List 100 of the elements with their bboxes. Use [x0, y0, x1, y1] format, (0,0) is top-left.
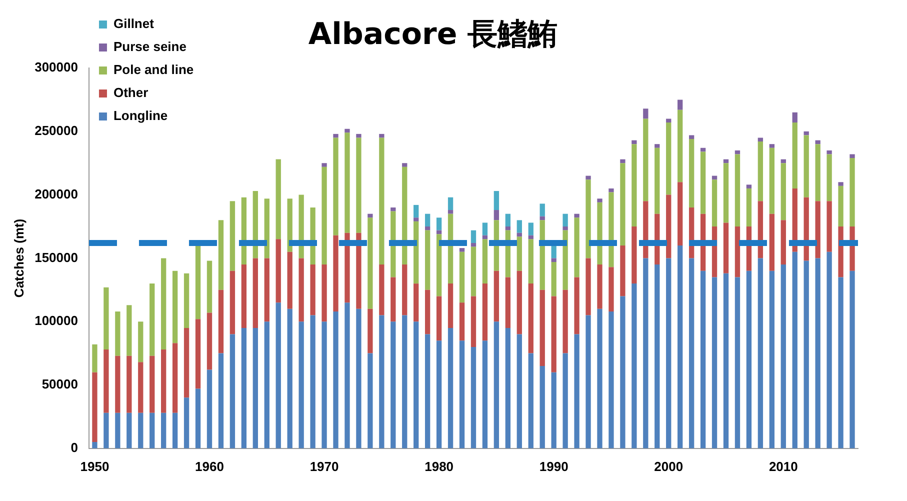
bar — [688, 258, 694, 448]
bar — [678, 100, 683, 110]
bar — [815, 144, 820, 202]
bar — [436, 234, 442, 296]
bar — [688, 135, 694, 140]
bar — [850, 154, 855, 158]
bar — [356, 138, 362, 233]
bar — [620, 159, 626, 164]
bar — [276, 239, 281, 303]
bar — [172, 270, 178, 344]
bar — [276, 302, 281, 448]
bar — [310, 264, 316, 316]
bar — [826, 150, 832, 154]
bar — [470, 230, 476, 243]
bar — [390, 207, 396, 212]
bar — [276, 159, 281, 240]
bar — [723, 273, 729, 448]
bar — [287, 198, 292, 252]
bar — [402, 315, 408, 448]
y-tick-label: 0 — [70, 440, 78, 455]
bar — [540, 204, 545, 216]
bar — [608, 311, 614, 448]
bar — [850, 158, 855, 226]
x-tick-label: 1960 — [195, 458, 224, 474]
bar — [459, 340, 465, 448]
bar — [459, 252, 465, 303]
bar — [528, 284, 534, 354]
bar — [287, 252, 292, 309]
bar — [470, 246, 476, 296]
bar — [252, 328, 258, 448]
bar — [574, 214, 580, 218]
bar — [838, 277, 844, 448]
bar — [792, 252, 798, 448]
bar — [632, 140, 637, 144]
bar — [459, 302, 465, 341]
bar — [356, 134, 362, 138]
x-tick-label: 1990 — [539, 458, 568, 474]
bar — [414, 204, 419, 218]
bar — [562, 230, 568, 290]
bar — [678, 110, 683, 182]
bar — [586, 315, 591, 448]
bar — [540, 366, 545, 448]
bar — [494, 270, 500, 322]
bar — [322, 166, 327, 265]
bar — [494, 322, 500, 448]
bar — [734, 226, 740, 278]
bar — [448, 328, 454, 448]
bar — [241, 328, 247, 448]
bar — [815, 258, 820, 448]
bar — [414, 284, 419, 322]
legend-label: Purse seine — [113, 39, 186, 54]
bar — [632, 284, 637, 448]
bar — [92, 372, 98, 442]
bar — [436, 340, 442, 448]
bar — [424, 214, 430, 226]
legend-label: Other — [113, 85, 148, 100]
bar — [379, 264, 384, 316]
bar — [344, 132, 350, 233]
bar — [379, 315, 384, 448]
bar — [620, 163, 626, 246]
bar — [104, 287, 109, 350]
bar — [551, 372, 556, 448]
bar — [516, 270, 522, 334]
bar — [368, 308, 373, 354]
bar — [654, 148, 660, 214]
bar — [597, 264, 602, 309]
y-tick-label: 100000 — [34, 313, 78, 328]
bar — [516, 236, 522, 271]
bar — [195, 388, 201, 448]
bar — [138, 412, 144, 448]
bar — [206, 260, 212, 313]
bar — [678, 182, 683, 246]
bar — [448, 284, 454, 328]
bar — [700, 152, 706, 214]
bar — [758, 258, 764, 448]
bar — [448, 210, 454, 214]
bar — [344, 232, 350, 303]
x-tick-label: 1970 — [310, 458, 339, 474]
bar — [482, 284, 488, 341]
bar — [551, 258, 556, 262]
bar — [414, 218, 419, 222]
bar — [746, 184, 752, 188]
bar — [402, 163, 408, 167]
bar — [241, 264, 247, 328]
bar — [516, 220, 522, 233]
bar — [758, 142, 764, 202]
bar — [344, 128, 350, 133]
bar — [574, 334, 580, 448]
bar — [838, 182, 844, 186]
bar — [804, 260, 809, 448]
bar — [574, 218, 580, 278]
bar — [230, 201, 236, 271]
bar — [780, 163, 786, 220]
bar — [734, 154, 740, 226]
bar — [551, 262, 556, 296]
bar — [540, 290, 545, 366]
bar — [115, 412, 120, 448]
bar — [264, 198, 270, 258]
bar — [769, 270, 774, 448]
bar — [654, 144, 660, 148]
